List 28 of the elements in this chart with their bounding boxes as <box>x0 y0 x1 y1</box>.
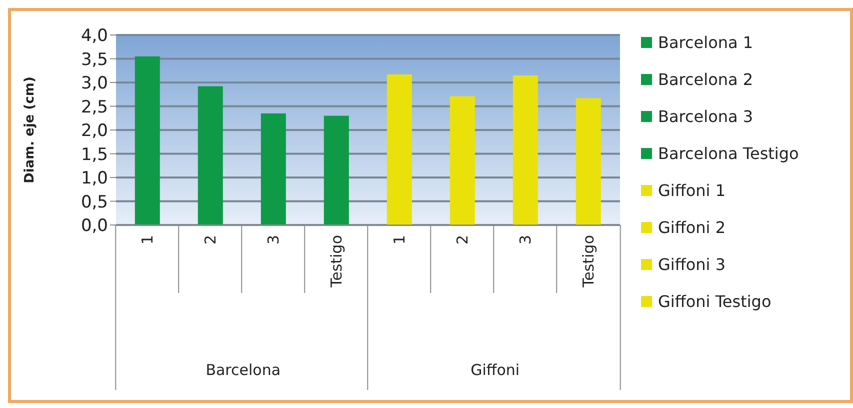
y-tick-label: 0,0 <box>80 216 108 236</box>
x-tick-label: 3 <box>516 235 534 245</box>
legend-label: Barcelona 3 <box>658 107 754 126</box>
x-tick-label: 2 <box>454 235 472 245</box>
text: Giffoni <box>470 361 520 379</box>
x-tick-label: 3 <box>264 235 282 245</box>
legend-label: Giffoni 2 <box>658 218 726 237</box>
y-tick-label: 2,5 <box>80 97 108 118</box>
legend-label: Barcelona 2 <box>658 70 754 89</box>
y-tick-label: 1,5 <box>80 144 108 165</box>
y-tick-label: 3,5 <box>80 50 108 70</box>
legend-label: Giffoni 1 <box>658 181 726 200</box>
x-tick-label: 2 <box>202 235 220 245</box>
y-axis-title: Diam. eje (cm) <box>22 76 38 184</box>
legend-label: Barcelona 1 <box>658 33 754 52</box>
y-tick-label: 3,0 <box>80 74 108 94</box>
y-tick-label: 0,5 <box>80 192 108 212</box>
x-tick-label: 1 <box>138 235 156 245</box>
text: Barcelona <box>206 361 281 379</box>
x-tick-label: Testigo <box>580 235 598 288</box>
y-tick-label: 2,0 <box>80 121 108 142</box>
legend-label: Barcelona Testigo <box>658 144 799 163</box>
legend-label: Giffoni 3 <box>658 255 726 274</box>
x-tick-label: Testigo <box>328 235 346 288</box>
x-tick-label: 1 <box>390 235 408 245</box>
legend-label: Giffoni Testigo <box>658 292 772 311</box>
y-tick-label: 4,0 <box>80 26 108 46</box>
y-tick-label: 1,0 <box>80 168 108 189</box>
